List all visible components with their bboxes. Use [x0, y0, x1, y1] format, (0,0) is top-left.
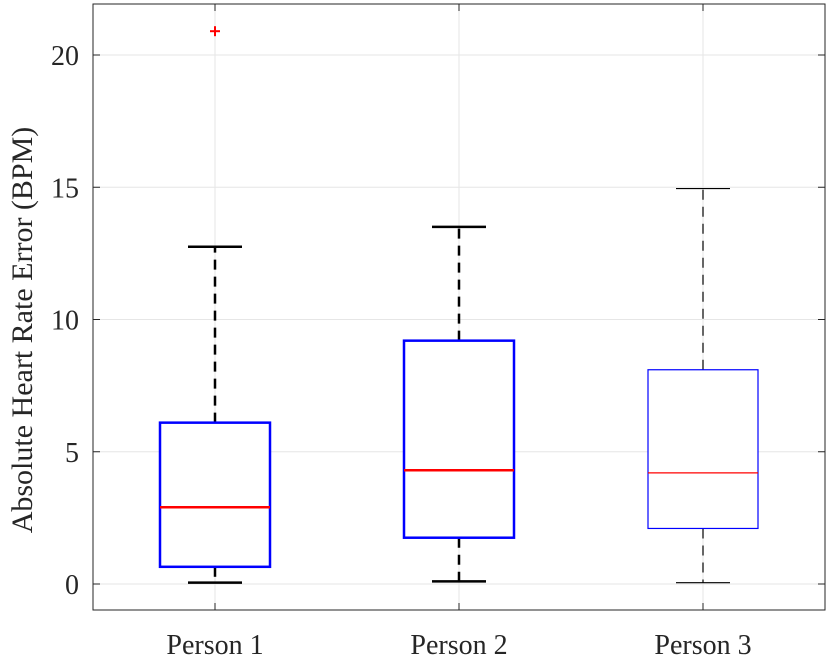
- y-tick-label: 20: [51, 41, 79, 72]
- x-tick-label: Person 2: [410, 630, 507, 661]
- box-iqr: [402, 339, 516, 539]
- outlier-marker: [210, 26, 220, 37]
- y-tick-label: 10: [51, 306, 79, 337]
- boxplots: [158, 26, 759, 584]
- y-axis-label: Absolute Heart Rate Error (BPM): [6, 127, 39, 534]
- y-tick-label: 0: [65, 570, 79, 601]
- y-tick-label: 5: [65, 438, 79, 469]
- box-iqr: [647, 369, 759, 530]
- y-tick-label: 15: [51, 173, 79, 204]
- boxplot-1: [158, 26, 272, 584]
- box-iqr: [158, 421, 272, 569]
- x-tick-label: Person 1: [166, 630, 263, 661]
- boxplot-2: [402, 225, 516, 583]
- x-tick-label: Person 3: [654, 630, 751, 661]
- axis-ticks: 0 5 10 15 20 Person 1 Person 2 Person 3: [51, 4, 825, 661]
- boxplot-3: [647, 187, 759, 584]
